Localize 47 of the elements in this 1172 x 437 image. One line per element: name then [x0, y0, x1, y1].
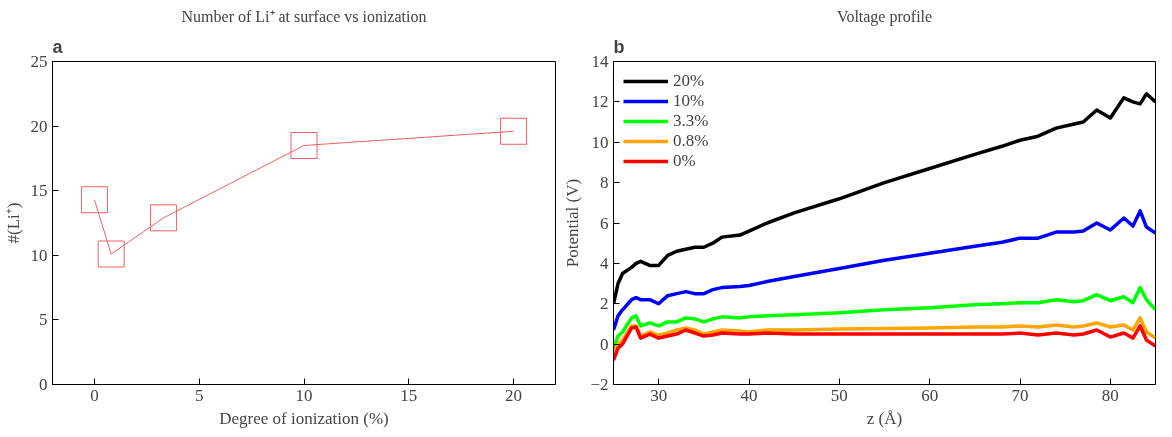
- y-tick-label: 25: [30, 52, 48, 71]
- y-tick-label: −2: [590, 375, 609, 394]
- point: [290, 131, 318, 159]
- legend-label: 0.8%: [673, 131, 709, 151]
- y-tick-label: 12: [591, 92, 609, 112]
- legend-label: 20%: [673, 71, 705, 91]
- y-tick-label: 4: [600, 253, 609, 273]
- x-tick-label: 30: [650, 385, 668, 405]
- x-tick-label: 40: [740, 385, 758, 405]
- y-tick-label: 5: [39, 310, 48, 330]
- point: [500, 117, 528, 145]
- y-tick-label: 2: [600, 294, 609, 314]
- legend-label: 10%: [673, 91, 705, 111]
- x-tick-label: 0: [90, 385, 99, 405]
- y-tick-label: 6: [600, 213, 609, 233]
- chart-title: Number of Li⁺ at surface vs ionization: [181, 7, 427, 25]
- text: b: [613, 36, 625, 57]
- point: [80, 186, 108, 214]
- y-axis-title: Potential (V): [563, 178, 583, 268]
- x-tick-label: 20: [505, 385, 523, 405]
- line-series: [613, 209, 1156, 332]
- y-tick-label: 15: [30, 181, 48, 201]
- x-tick-label: 5: [194, 385, 204, 405]
- y-tick-label: 14: [591, 52, 609, 71]
- text: a: [52, 36, 64, 57]
- x-tick-label: 70: [1011, 385, 1029, 405]
- point: [150, 204, 178, 232]
- x-tick-label: 50: [830, 385, 848, 405]
- point: [97, 240, 125, 268]
- x-axis-title: z (Å): [866, 408, 903, 428]
- x-tick-label: 60: [921, 385, 939, 405]
- y-tick-label: 10: [591, 132, 609, 152]
- line-series: [613, 324, 1156, 363]
- line-series: [613, 316, 1156, 356]
- y-tick-label: 10: [30, 245, 48, 265]
- line-series: [613, 285, 1156, 350]
- chart-title: Voltage profile: [836, 7, 933, 26]
- legend-label: 3.3%: [673, 111, 709, 131]
- x-tick-label: 10: [295, 385, 313, 405]
- y-axis-title: #(Li⁺): [3, 202, 23, 244]
- y-tick-label: 20: [30, 116, 48, 136]
- legend-label: 0%: [673, 151, 696, 171]
- y-tick-label: 0: [600, 334, 609, 354]
- x-tick-label: 15: [400, 385, 418, 405]
- x-tick-label: 80: [1101, 385, 1119, 405]
- y-tick-label: 8: [600, 173, 609, 193]
- x-axis-title: Degree of ionization (%): [219, 408, 389, 428]
